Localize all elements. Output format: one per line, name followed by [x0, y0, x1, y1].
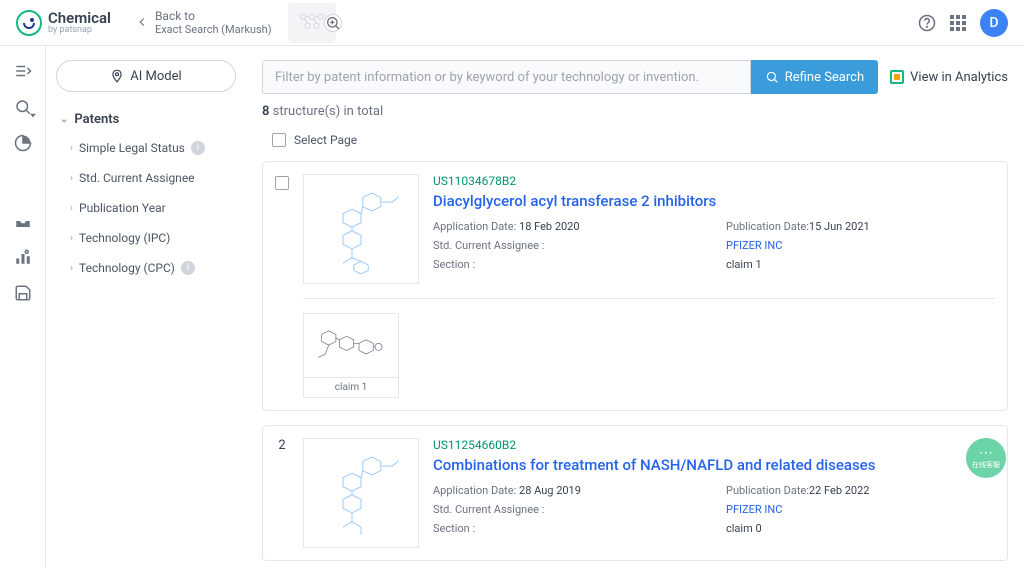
chevron-right-icon: ›: [70, 263, 73, 274]
rail-toggle-icon[interactable]: [14, 62, 32, 80]
result-card: US11034678B2 Diacylglycerol acyl transfe…: [262, 161, 1008, 411]
filter-group: ⌄ Patents › Simple Legal Status i › Std.…: [56, 106, 236, 283]
chevron-down-icon: ⌄: [60, 114, 68, 125]
select-page-row: Select Page: [262, 129, 1008, 151]
chevron-left-icon: [135, 15, 149, 29]
main-content: Refine Search View in Analytics 8 struct…: [246, 46, 1024, 568]
ai-model-button[interactable]: AI Model: [56, 60, 236, 92]
top-header: Chemical by patsnap Back to Exact Search…: [0, 0, 1024, 46]
structure-thumbnail[interactable]: [288, 3, 336, 43]
brand-sub: by patsnap: [48, 26, 111, 35]
rail-save-icon[interactable]: [14, 284, 32, 302]
sub-structure-card[interactable]: claim 1: [303, 313, 399, 398]
back-label: Back to: [155, 9, 272, 23]
chevron-right-icon: ›: [70, 143, 73, 154]
filter-group-header[interactable]: ⌄ Patents: [56, 106, 236, 133]
patent-number[interactable]: US11254660B2: [433, 438, 995, 452]
patent-title[interactable]: Diacylglycerol acyl transferase 2 inhibi…: [433, 192, 995, 210]
info-icon: i: [191, 141, 205, 155]
chevron-right-icon: ›: [70, 233, 73, 244]
left-rail: [0, 46, 46, 568]
refine-search-button[interactable]: Refine Search: [751, 60, 878, 94]
brand-logo[interactable]: Chemical by patsnap: [16, 10, 111, 36]
assignee-link[interactable]: PFIZER INC: [726, 239, 782, 252]
rail-search-icon[interactable]: [14, 98, 32, 116]
filter-group-label: Patents: [74, 112, 119, 127]
search-row: Refine Search View in Analytics: [262, 60, 1008, 94]
filter-simple-legal-status[interactable]: › Simple Legal Status i: [56, 133, 236, 163]
filter-publication-year[interactable]: › Publication Year: [56, 193, 236, 223]
card-index: 2: [275, 438, 289, 548]
result-checkbox[interactable]: [275, 176, 289, 190]
rail-chart-icon[interactable]: [14, 134, 32, 152]
zoom-icon[interactable]: [324, 14, 342, 32]
brand-name: Chemical: [48, 11, 111, 26]
help-icon[interactable]: [918, 14, 936, 32]
chevron-right-icon: ›: [70, 203, 73, 214]
rail-inbox-icon[interactable]: [14, 212, 32, 230]
filter-technology-cpc[interactable]: › Technology (CPC) i: [56, 253, 236, 283]
back-button[interactable]: Back to Exact Search (Markush): [135, 9, 272, 37]
result-card: 2: [262, 425, 1008, 561]
patent-title[interactable]: Combinations for treatment of NASH/NAFLD…: [433, 456, 995, 474]
filter-std-current-assignee[interactable]: › Std. Current Assignee: [56, 163, 236, 193]
view-in-analytics-link[interactable]: View in Analytics: [890, 70, 1008, 85]
assignee-link[interactable]: PFIZER INC: [726, 503, 782, 516]
chat-fab[interactable]: ⋯ 在线客服: [966, 438, 1006, 478]
results-count: 8 structure(s) in total: [262, 104, 1008, 119]
search-icon: [765, 70, 779, 84]
card-index: [275, 174, 289, 284]
structure-image[interactable]: [303, 174, 419, 284]
structure-image[interactable]: [303, 438, 419, 548]
avatar[interactable]: D: [980, 9, 1008, 37]
analytics-icon: [890, 70, 904, 84]
patent-number[interactable]: US11034678B2: [433, 174, 995, 188]
back-target: Exact Search (Markush): [155, 23, 272, 36]
chevron-right-icon: ›: [70, 173, 73, 184]
apps-grid-icon[interactable]: [950, 15, 966, 31]
search-input[interactable]: [262, 60, 751, 94]
select-page-label: Select Page: [294, 133, 357, 147]
chat-icon: ⋯: [979, 446, 993, 460]
pin-icon: [110, 69, 124, 83]
info-icon: i: [181, 261, 195, 275]
filter-technology-ipc[interactable]: › Technology (IPC): [56, 223, 236, 253]
logo-icon: [16, 10, 42, 36]
sub-structure-label: claim 1: [304, 378, 398, 397]
select-page-checkbox[interactable]: [272, 133, 286, 147]
filter-sidebar: AI Model ⌄ Patents › Simple Legal Status…: [46, 46, 246, 568]
sub-structures: claim 1: [303, 298, 995, 398]
ai-model-label: AI Model: [130, 69, 181, 84]
rail-analytics-icon[interactable]: [14, 248, 32, 266]
